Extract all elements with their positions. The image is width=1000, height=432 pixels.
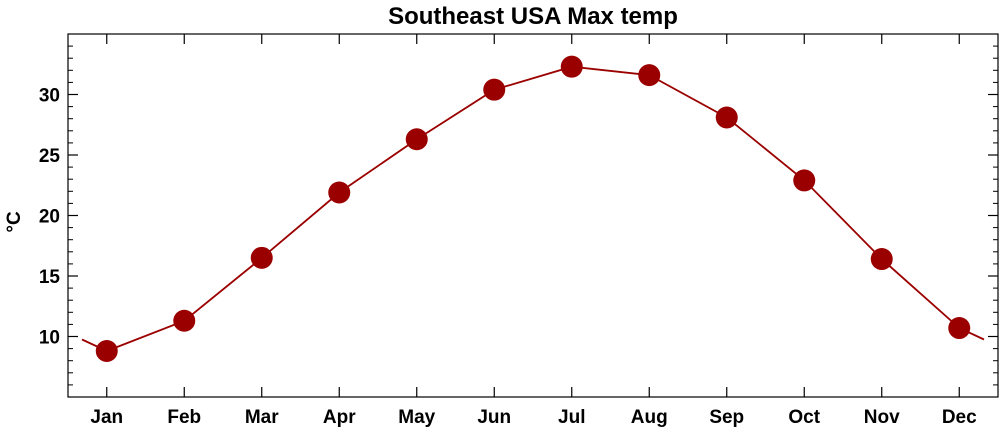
y-tick-label: 15 (39, 267, 61, 288)
data-point (95, 340, 118, 363)
data-point (173, 309, 196, 332)
y-tick-label: 20 (39, 207, 60, 228)
x-tick-label: Jan (90, 407, 123, 428)
x-tick-label: Jun (477, 407, 511, 428)
data-point (948, 317, 971, 340)
data-series (81, 55, 985, 363)
data-point (870, 248, 893, 271)
data-point (560, 55, 583, 78)
y-tick-label: 30 (39, 86, 60, 107)
x-tick-label: Aug (631, 407, 668, 428)
data-point (793, 169, 816, 192)
x-tick-label: Dec (942, 407, 977, 428)
y-tick-label: 10 (39, 328, 60, 349)
x-tick-label: Mar (245, 407, 279, 428)
data-point (328, 181, 351, 204)
y-tick-label: 25 (39, 146, 61, 167)
x-tick-label: Feb (167, 407, 201, 428)
x-tick-label: May (398, 407, 435, 428)
chart-title: Southeast USA Max temp (388, 3, 678, 30)
x-tick-label: Apr (323, 407, 356, 428)
x-tick-label: Nov (864, 407, 900, 428)
x-tick-label: Oct (788, 407, 820, 428)
axis-ticks (68, 34, 998, 397)
data-point (250, 246, 273, 269)
data-point (638, 64, 661, 87)
x-tick-label: Jul (558, 407, 585, 428)
data-point (483, 78, 506, 101)
series-line (81, 65, 985, 352)
plot-frame (67, 33, 999, 398)
x-tick-label: Sep (709, 407, 744, 428)
y-axis-label: °C (4, 211, 25, 233)
tick-labels: 10 15 20 25 30 Jan Feb Mar Apr May Jun Jul Aug Sep Oct… (39, 86, 977, 429)
data-point (715, 106, 738, 129)
data-point (405, 128, 428, 151)
